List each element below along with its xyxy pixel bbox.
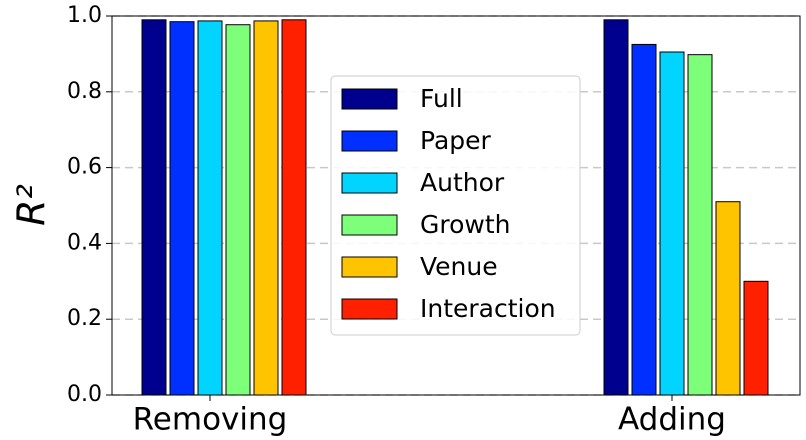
y-tick-label: 1.0 [67, 3, 102, 28]
bar [141, 19, 167, 396]
legend-swatch [341, 214, 398, 236]
legend-label: Paper [420, 126, 492, 155]
legend-label: Venue [420, 252, 498, 281]
y-axis-label: R² [10, 184, 54, 226]
plot-frame [111, 15, 801, 396]
legend-swatch [341, 298, 398, 320]
y-tick-label: 0.2 [67, 306, 102, 331]
y-tick-label: 0.0 [67, 382, 102, 407]
bar [253, 20, 279, 396]
bar [743, 280, 769, 396]
legend-label: Author [420, 168, 505, 197]
bar [687, 54, 713, 396]
legend-swatch [341, 130, 398, 152]
y-tick-label: 0.4 [67, 230, 102, 255]
legend-swatch [341, 88, 398, 110]
bar [197, 20, 223, 396]
x-tick-label: Adding [618, 402, 726, 438]
bar [169, 21, 195, 396]
y-tick-label: 0.8 [67, 79, 102, 104]
legend-swatch [341, 172, 398, 194]
x-tick-label: Removing [133, 402, 288, 438]
bar [603, 19, 629, 396]
y-tick-label: 0.6 [67, 155, 102, 180]
legend-label: Full [420, 84, 463, 113]
legend-label: Growth [420, 210, 511, 239]
legend-label: Interaction [420, 294, 556, 323]
bar [631, 43, 657, 396]
bar [281, 19, 307, 396]
bar [659, 51, 685, 396]
bar [715, 201, 741, 396]
legend-swatch [341, 256, 398, 278]
bar [225, 24, 251, 396]
